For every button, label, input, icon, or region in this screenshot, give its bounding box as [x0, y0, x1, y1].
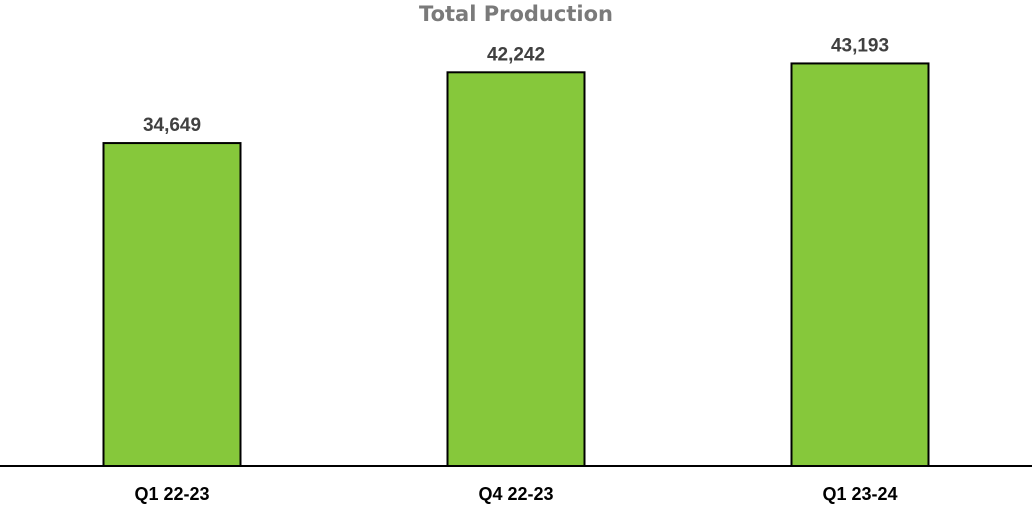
x-tick-label-3: Q1 23-24	[822, 484, 897, 504]
data-label-3: 43,193	[831, 35, 889, 56]
bar-2	[446, 71, 586, 467]
chart-title: Total Production	[419, 2, 613, 26]
data-label-1: 34,649	[143, 115, 201, 136]
bars-layer	[102, 62, 930, 467]
bar-1	[102, 142, 242, 467]
bar-3	[790, 62, 930, 467]
data-labels-layer: 34,649 42,242 43,193	[143, 35, 889, 136]
x-tick-label-2: Q4 22-23	[478, 484, 553, 504]
x-tick-labels-layer: Q1 22-23 Q4 22-23 Q1 23-24	[134, 484, 897, 504]
data-label-2: 42,242	[487, 44, 545, 65]
x-tick-label-1: Q1 22-23	[134, 484, 209, 504]
